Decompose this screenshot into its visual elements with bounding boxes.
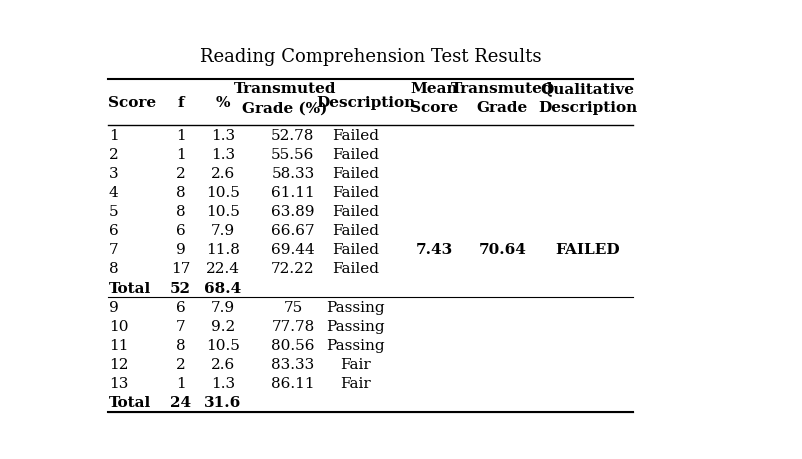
Text: f: f	[177, 96, 184, 110]
Text: 7: 7	[176, 319, 185, 333]
Text: Failed: Failed	[333, 205, 379, 218]
Text: 1.3: 1.3	[211, 129, 235, 142]
Text: 10.5: 10.5	[206, 185, 240, 200]
Text: 2: 2	[176, 167, 185, 180]
Text: 24: 24	[170, 396, 192, 409]
Text: 10.5: 10.5	[206, 338, 240, 352]
Text: 9: 9	[109, 300, 119, 314]
Text: 1.3: 1.3	[211, 376, 235, 391]
Text: 1: 1	[176, 129, 185, 142]
Text: 6: 6	[176, 300, 185, 314]
Text: 68.4: 68.4	[204, 281, 241, 295]
Text: Failed: Failed	[333, 224, 379, 238]
Text: %: %	[216, 96, 230, 110]
Text: 9: 9	[176, 243, 185, 257]
Text: 72.22: 72.22	[271, 262, 314, 276]
Text: 52.78: 52.78	[271, 129, 314, 142]
Text: Passing: Passing	[326, 319, 385, 333]
Text: 8: 8	[109, 262, 119, 276]
Text: 63.89: 63.89	[271, 205, 314, 218]
Text: Failed: Failed	[333, 147, 379, 162]
Text: 11: 11	[109, 338, 128, 352]
Text: Transmuted: Transmuted	[233, 82, 336, 95]
Text: Reading Comprehension Test Results: Reading Comprehension Test Results	[200, 48, 541, 66]
Text: 2: 2	[109, 147, 119, 162]
Text: 6: 6	[176, 224, 185, 238]
Text: 1: 1	[109, 129, 119, 142]
Text: 61.11: 61.11	[271, 185, 315, 200]
Text: 7.43: 7.43	[415, 243, 452, 257]
Text: 1: 1	[176, 376, 185, 391]
Text: Total: Total	[109, 281, 152, 295]
Text: Failed: Failed	[333, 185, 379, 200]
Text: 58.33: 58.33	[271, 167, 314, 180]
Text: 80.56: 80.56	[271, 338, 314, 352]
Text: 55.56: 55.56	[271, 147, 314, 162]
Text: 52: 52	[170, 281, 191, 295]
Text: 11.8: 11.8	[206, 243, 240, 257]
Text: 10.5: 10.5	[206, 205, 240, 218]
Text: 3: 3	[109, 167, 119, 180]
Text: Description: Description	[316, 96, 415, 110]
Text: Failed: Failed	[333, 167, 379, 180]
Text: Passing: Passing	[326, 300, 385, 314]
Text: Passing: Passing	[326, 338, 385, 352]
Text: 7: 7	[109, 243, 119, 257]
Text: 69.44: 69.44	[271, 243, 315, 257]
Text: 10: 10	[109, 319, 128, 333]
Text: 12: 12	[109, 358, 128, 371]
Text: 86.11: 86.11	[271, 376, 314, 391]
Text: 6: 6	[109, 224, 119, 238]
Text: Fair: Fair	[341, 358, 371, 371]
Text: 8: 8	[176, 338, 185, 352]
Text: Description: Description	[538, 101, 638, 115]
Text: Failed: Failed	[333, 129, 379, 142]
Text: 83.33: 83.33	[271, 358, 314, 371]
Text: 7.9: 7.9	[211, 224, 235, 238]
Text: Total: Total	[109, 396, 152, 409]
Text: 2.6: 2.6	[211, 358, 235, 371]
Text: FAILED: FAILED	[556, 243, 620, 257]
Text: 8: 8	[176, 185, 185, 200]
Text: 9.2: 9.2	[211, 319, 235, 333]
Text: 31.6: 31.6	[204, 396, 241, 409]
Text: 4: 4	[109, 185, 119, 200]
Text: 70.64: 70.64	[479, 243, 526, 257]
Text: 66.67: 66.67	[271, 224, 314, 238]
Text: 2: 2	[176, 358, 185, 371]
Text: Mean: Mean	[410, 82, 458, 95]
Text: 22.4: 22.4	[205, 262, 240, 276]
Text: 17: 17	[171, 262, 190, 276]
Text: Transmuted: Transmuted	[452, 82, 553, 95]
Text: Grade: Grade	[476, 101, 528, 115]
Text: Qualitative: Qualitative	[541, 82, 635, 95]
Text: 1.3: 1.3	[211, 147, 235, 162]
Text: Score: Score	[410, 101, 458, 115]
Text: 2.6: 2.6	[211, 167, 235, 180]
Text: 13: 13	[109, 376, 128, 391]
Text: 1: 1	[176, 147, 185, 162]
Text: 77.78: 77.78	[271, 319, 314, 333]
Text: Score: Score	[107, 96, 156, 110]
Text: Failed: Failed	[333, 262, 379, 276]
Text: Fair: Fair	[341, 376, 371, 391]
Text: Grade (%): Grade (%)	[242, 101, 327, 115]
Text: 7.9: 7.9	[211, 300, 235, 314]
Text: 75: 75	[283, 300, 302, 314]
Text: Failed: Failed	[333, 243, 379, 257]
Text: 8: 8	[176, 205, 185, 218]
Text: 5: 5	[109, 205, 119, 218]
